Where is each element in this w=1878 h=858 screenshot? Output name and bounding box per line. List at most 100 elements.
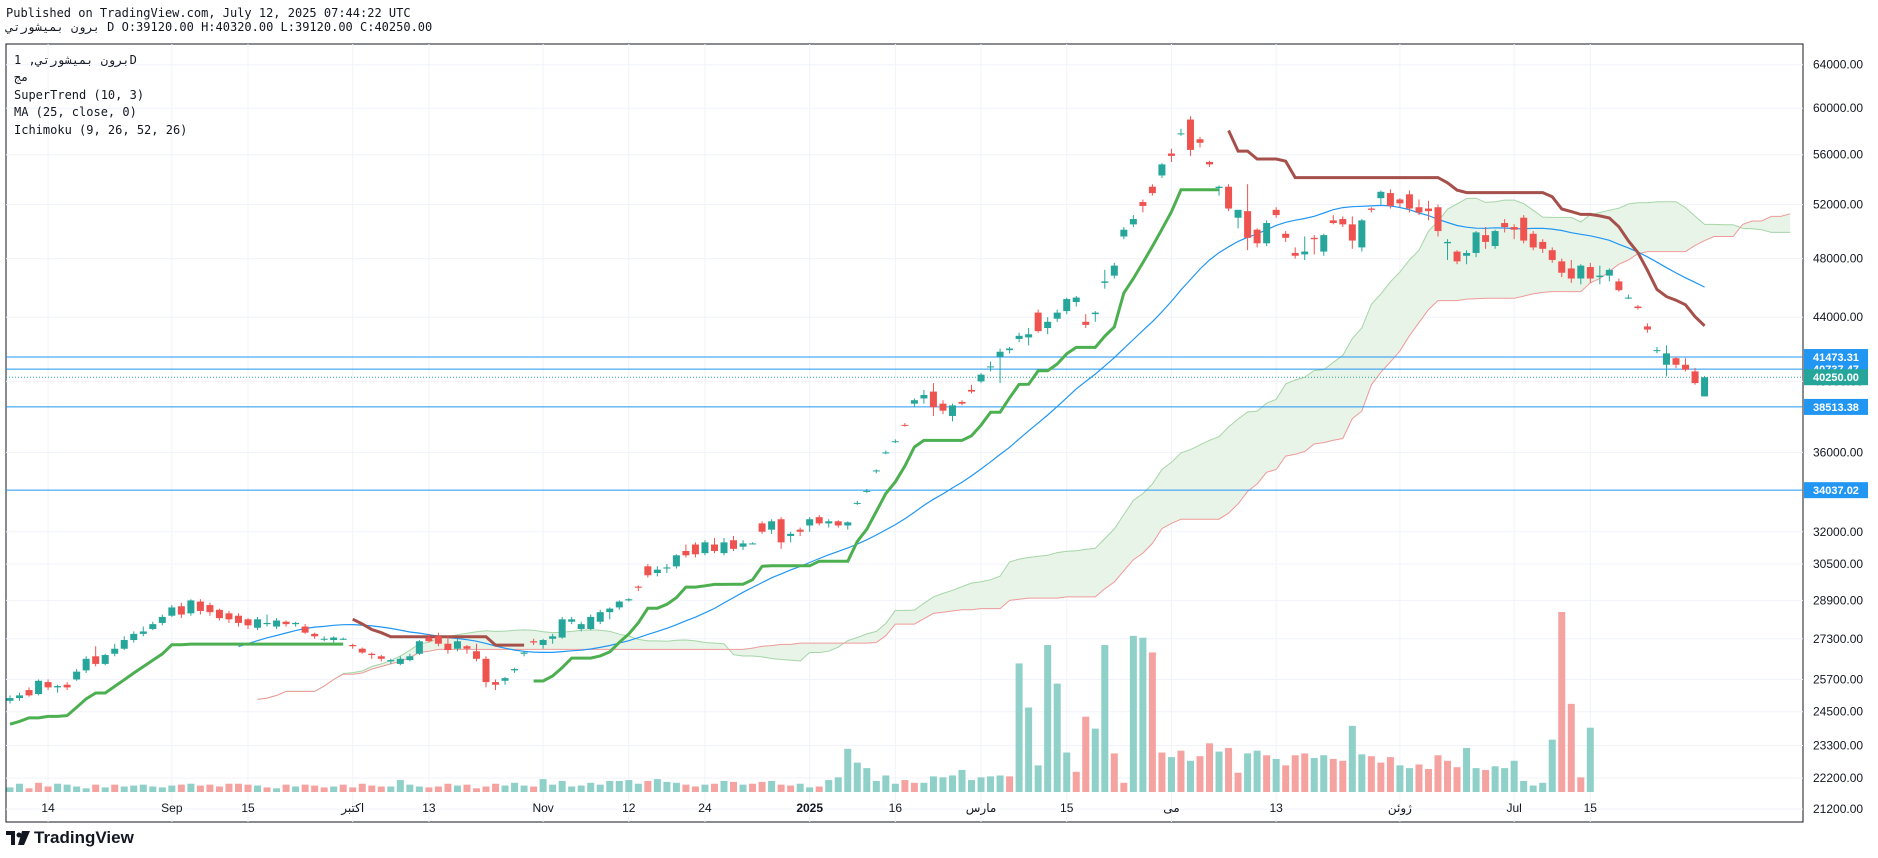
candle-body bbox=[282, 621, 290, 625]
volume-bar bbox=[273, 788, 281, 792]
candle-body bbox=[1596, 275, 1604, 278]
candle-body bbox=[1215, 186, 1223, 188]
candle-body bbox=[187, 600, 195, 614]
candle-body bbox=[1634, 306, 1642, 309]
candle-body bbox=[349, 644, 357, 647]
volume-bar bbox=[1015, 663, 1023, 792]
candle-body bbox=[1472, 232, 1480, 253]
candle-body bbox=[225, 613, 233, 620]
candle-body bbox=[901, 424, 909, 426]
volume-bar bbox=[406, 784, 414, 792]
volume-bar bbox=[311, 785, 319, 792]
volume-bar bbox=[1148, 652, 1156, 792]
candle-body bbox=[1501, 223, 1509, 228]
candle-body bbox=[1186, 119, 1194, 150]
legend-supertrend[interactable]: SuperTrend (10, 3) bbox=[14, 88, 144, 102]
candle-body bbox=[1139, 202, 1147, 206]
candle-body bbox=[910, 400, 918, 404]
candle-body bbox=[1301, 251, 1309, 255]
hline-badge bbox=[1804, 398, 1868, 415]
volume-bar bbox=[196, 785, 204, 792]
volume-bar bbox=[749, 783, 757, 792]
volume-bar bbox=[1539, 782, 1547, 792]
candle-body bbox=[1463, 252, 1471, 256]
candle-body bbox=[1558, 261, 1566, 273]
tradingview-logo[interactable]: TradingView bbox=[6, 828, 134, 848]
volume-bar bbox=[6, 787, 14, 792]
volume-bar bbox=[1110, 753, 1118, 792]
candle-body bbox=[863, 490, 871, 492]
tradingview-logo-icon bbox=[6, 831, 30, 845]
volume-bar bbox=[82, 788, 90, 792]
volume-bar bbox=[177, 784, 185, 792]
volume-bar bbox=[1263, 755, 1271, 792]
candle-body bbox=[54, 686, 62, 688]
x-axis[interactable]: 14 Sep 15 اکتبر 13 Nov 12 24 2025 16 مارس 15 می 13 ژوئ… bbox=[41, 801, 1597, 816]
volume-bar bbox=[1339, 760, 1347, 792]
x-tick-label: 15 bbox=[1060, 801, 1074, 815]
legend-ma[interactable]: MA (25, close, 0) bbox=[14, 105, 137, 119]
x-tick-label: 13 bbox=[1269, 801, 1283, 815]
candle-body bbox=[158, 616, 166, 623]
y-axis[interactable]: 64000.00 60000.00 56000.00 52000.00 48000.00… bbox=[1813, 58, 1863, 816]
candle-body bbox=[1167, 153, 1175, 156]
volume-bar bbox=[634, 783, 642, 792]
legend-ichimoku[interactable]: Ichimoku (9, 26, 52, 26) bbox=[14, 123, 187, 137]
candle-body bbox=[882, 452, 890, 454]
volume-bar bbox=[863, 768, 871, 792]
candle-body bbox=[520, 652, 528, 654]
candle-body bbox=[634, 586, 642, 588]
candle-body bbox=[929, 391, 937, 408]
volume-bar bbox=[615, 780, 623, 792]
volume-bar bbox=[425, 787, 433, 792]
volume-bar bbox=[101, 787, 109, 792]
volume-bar bbox=[16, 783, 24, 792]
candle-body bbox=[663, 567, 671, 569]
volume-bar bbox=[653, 779, 661, 792]
candles[interactable] bbox=[6, 116, 1709, 704]
candle-body bbox=[463, 646, 471, 649]
volume-bar bbox=[73, 786, 81, 792]
y-tick-label: 32000.00 bbox=[1813, 525, 1863, 539]
volume-bar bbox=[1206, 743, 1214, 792]
volume-bar bbox=[644, 780, 652, 792]
candle-body bbox=[1148, 186, 1156, 194]
candle-body bbox=[606, 608, 614, 613]
volume-bar bbox=[1129, 635, 1137, 792]
candle-body bbox=[1053, 312, 1061, 319]
candle-body bbox=[1063, 299, 1071, 312]
volume-bar bbox=[444, 783, 452, 792]
candle-body bbox=[968, 389, 976, 392]
volume-bar bbox=[530, 786, 538, 792]
volume-bar bbox=[1139, 637, 1147, 792]
candle-body bbox=[1091, 312, 1099, 315]
hline-badge bbox=[1804, 482, 1868, 499]
candle-body bbox=[482, 658, 490, 683]
volume-bar bbox=[825, 780, 833, 792]
candle-body bbox=[215, 609, 223, 619]
candle-body bbox=[511, 669, 519, 671]
volume-bar bbox=[710, 783, 718, 792]
volume-bar bbox=[1006, 776, 1014, 792]
candle-body bbox=[263, 622, 271, 625]
candle-body bbox=[1282, 233, 1290, 238]
senkou-span-a bbox=[257, 197, 1791, 700]
hline-label: 34037.02 bbox=[1813, 485, 1859, 497]
candle-body bbox=[73, 671, 81, 680]
volume-bar bbox=[1082, 716, 1090, 792]
legend-symbol[interactable]: برون بمیشورتي, 1D bbox=[14, 53, 137, 68]
volume-bar bbox=[777, 784, 785, 792]
candle-body bbox=[844, 522, 852, 526]
volume-bar bbox=[977, 777, 985, 792]
candle-body bbox=[1482, 235, 1490, 242]
volume-bar bbox=[1358, 754, 1366, 792]
candle-body bbox=[530, 641, 538, 643]
volume-bar bbox=[1367, 756, 1375, 792]
candle-body bbox=[311, 633, 319, 637]
horizontal-lines[interactable] bbox=[6, 356, 1803, 491]
volume-bar bbox=[1196, 756, 1204, 792]
volume-bar bbox=[111, 784, 119, 792]
candle-body bbox=[768, 521, 776, 530]
volume-bar bbox=[1501, 768, 1509, 792]
